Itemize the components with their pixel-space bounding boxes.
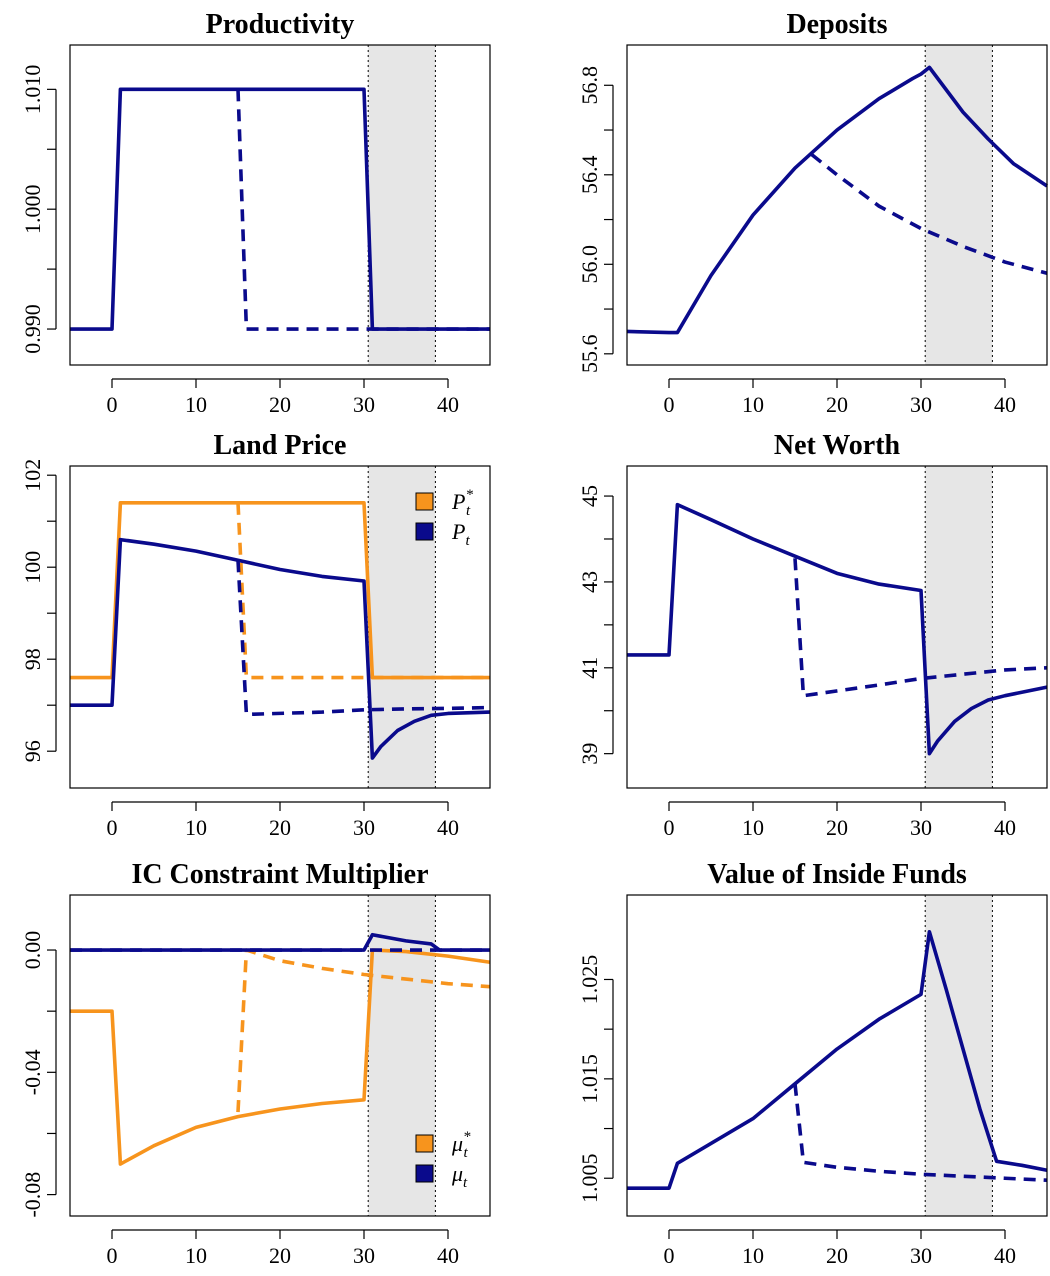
x-tick-label: 10 <box>185 815 207 840</box>
y-tick-label: 1.000 <box>20 184 45 234</box>
legend-label: μ* t <box>451 1129 471 1161</box>
x-tick-label: 0 <box>664 815 675 840</box>
x-tick-label: 10 <box>742 1243 764 1268</box>
chart-panel-2: 0 10 20 30 40 55.6 56.0 56.4 56.8 Deposits <box>577 9 1048 417</box>
legend-label: Pt <box>451 519 470 549</box>
shaded-region <box>368 466 436 788</box>
x-tick-label: 40 <box>437 1243 459 1268</box>
series-line-1-solid <box>626 65 1048 335</box>
shaded-region <box>368 45 436 365</box>
shaded-region <box>925 45 993 365</box>
x-tick-label: 20 <box>826 392 848 417</box>
y-tick-label: 98 <box>20 648 45 670</box>
plot-frame <box>626 894 1048 1217</box>
x-tick-label: 20 <box>826 1243 848 1268</box>
series-line-2-dashed <box>793 558 1048 698</box>
y-tick-label: 56.8 <box>577 66 602 105</box>
y-tick-label: 45 <box>577 485 602 507</box>
y-tick-label: -0.04 <box>20 1049 45 1095</box>
series-line-1-solid <box>627 502 1048 756</box>
x-tick-label: 40 <box>437 815 459 840</box>
series-line-2-dashed <box>810 153 1048 275</box>
y-tick-label: -0.08 <box>20 1172 45 1218</box>
x-tick-label: 30 <box>353 392 375 417</box>
legend-swatch <box>415 492 434 511</box>
x-tick-label: 0 <box>107 815 118 840</box>
y-tick-label: 41 <box>577 657 602 679</box>
chart-title: IC Constraint Multiplier <box>131 859 428 890</box>
legend-label: P* t <box>451 487 473 519</box>
x-tick-label: 20 <box>826 815 848 840</box>
plot-frame <box>69 894 491 1217</box>
y-tick-label: 1.025 <box>577 955 602 1005</box>
chart-panel-3: 0 10 20 30 40 96 98 100 102 Land Price P* tPt <box>20 430 491 840</box>
shaded-region <box>925 466 993 788</box>
x-tick-label: 30 <box>910 1243 932 1268</box>
series-line-2-dashed <box>236 89 490 331</box>
x-tick-label: 0 <box>664 392 675 417</box>
plot-frame <box>626 44 1048 366</box>
y-tick-label: 102 <box>20 459 45 492</box>
y-tick-label: 1.005 <box>577 1153 602 1203</box>
y-tick-label: 1.015 <box>577 1054 602 1104</box>
y-tick-label: 0.990 <box>20 304 45 354</box>
x-tick-label: 30 <box>910 392 932 417</box>
x-tick-label: 0 <box>107 1243 118 1268</box>
chart-title: Value of Inside Funds <box>707 859 967 890</box>
y-tick-label: 96 <box>20 740 45 762</box>
x-tick-label: 30 <box>353 815 375 840</box>
x-tick-label: 30 <box>910 815 932 840</box>
chart-panel-5: 0 10 20 30 40 -0.08 -0.04 0.00 IC Constraint Mul… <box>20 859 491 1268</box>
x-tick-label: 40 <box>994 392 1016 417</box>
series-line-2-dashed <box>793 1083 1048 1183</box>
y-tick-label: 1.010 <box>20 65 45 115</box>
plot-frame <box>69 44 491 366</box>
x-tick-label: 30 <box>353 1243 375 1268</box>
chart-panel-4: 0 10 20 30 40 39 41 43 45 Net Worth <box>577 430 1048 840</box>
y-tick-label: 55.6 <box>577 335 602 374</box>
y-tick-label: 43 <box>577 571 602 593</box>
x-tick-label: 10 <box>185 392 207 417</box>
legend-swatch <box>415 1134 434 1153</box>
chart-panel-6: 0 10 20 30 40 1.005 1.015 1.025 Value of Inside … <box>577 859 1048 1268</box>
x-tick-label: 0 <box>107 392 118 417</box>
x-tick-label: 40 <box>437 392 459 417</box>
x-tick-label: 10 <box>185 1243 207 1268</box>
x-tick-label: 20 <box>269 1243 291 1268</box>
x-tick-label: 40 <box>994 1243 1016 1268</box>
y-tick-label: 56.0 <box>577 245 602 284</box>
y-tick-label: 0.00 <box>20 931 45 970</box>
shaded-region <box>925 895 993 1216</box>
series-line-1-solid <box>70 948 491 1166</box>
legend-swatch <box>415 1164 434 1183</box>
legend-swatch <box>415 522 434 541</box>
y-tick-label: 100 <box>20 551 45 584</box>
y-tick-label: 39 <box>577 743 602 765</box>
x-tick-label: 20 <box>269 392 291 417</box>
legend-label: μt <box>451 1161 468 1191</box>
chart-panel-1: 0 10 20 30 40 0.990 1.000 1.010 Productivity <box>20 9 491 417</box>
series-line-1-solid <box>627 929 1048 1190</box>
y-tick-label: 56.4 <box>577 156 602 195</box>
chart-title: Deposits <box>786 9 887 40</box>
x-tick-label: 10 <box>742 392 764 417</box>
chart-title: Productivity <box>206 9 355 40</box>
x-tick-label: 40 <box>994 815 1016 840</box>
plot-frame <box>69 465 491 789</box>
x-tick-label: 20 <box>269 815 291 840</box>
x-tick-label: 10 <box>742 815 764 840</box>
plot-frame <box>626 465 1048 789</box>
x-tick-label: 0 <box>664 1243 675 1268</box>
series-line-3-solid <box>70 537 491 760</box>
chart-title: Net Worth <box>774 430 901 461</box>
chart-title: Land Price <box>214 430 347 461</box>
